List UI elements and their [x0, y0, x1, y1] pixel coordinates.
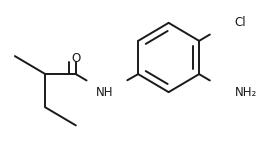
Text: Cl: Cl: [234, 16, 246, 29]
Text: NH: NH: [96, 86, 114, 99]
Text: O: O: [71, 52, 80, 65]
Text: NH₂: NH₂: [234, 86, 257, 99]
